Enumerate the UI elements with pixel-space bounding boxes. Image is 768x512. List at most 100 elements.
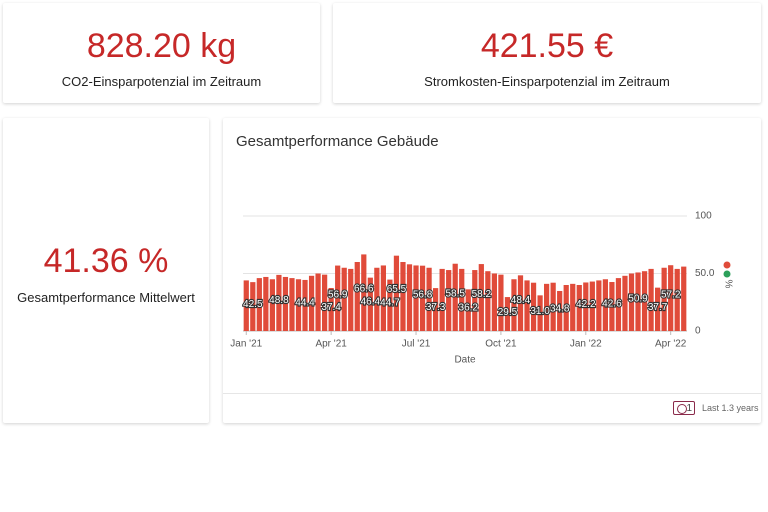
bar: [250, 282, 256, 331]
bar: [576, 285, 582, 331]
bar: [668, 265, 674, 331]
bar: [269, 279, 275, 331]
data-label: 44.4: [295, 298, 315, 309]
data-label: 34.8: [550, 304, 570, 315]
bar: [589, 281, 595, 331]
co2-card: 828.20 kg CO2-Einsparpotenzial im Zeitra…: [3, 3, 320, 103]
bar: [433, 288, 439, 331]
x-tick-label: Jul '21: [402, 339, 431, 350]
data-label: 57.2: [661, 289, 681, 300]
kpi-value: 41.36 %: [43, 242, 169, 280]
data-label: 29.5: [498, 307, 518, 318]
bar: [596, 280, 602, 331]
data-label: 56.8: [413, 290, 433, 301]
bar: [446, 270, 452, 331]
bar: [406, 264, 413, 331]
bar: [315, 273, 321, 331]
data-label: 37.7: [648, 302, 668, 313]
bar: [557, 290, 563, 331]
bar: [485, 271, 491, 331]
badge-text: 1: [686, 403, 692, 414]
bar: [661, 267, 667, 331]
data-label: 44.7: [380, 297, 400, 308]
bar: [628, 273, 635, 331]
cost-card: 421.55 € Stromkosten-Einsparpotenzial im…: [333, 3, 761, 103]
bar: [367, 277, 373, 331]
bar: [289, 278, 295, 331]
x-tick-label: Apr '21: [315, 339, 347, 350]
bar: [256, 278, 262, 331]
bar: [282, 276, 289, 331]
kpi-value: 828.20 kg: [86, 27, 237, 65]
legend-dot[interactable]: [723, 270, 731, 278]
bar: [530, 282, 537, 331]
performance-card: 41.36 % Gesamtperformance Mittelwert: [3, 118, 209, 423]
bar: [570, 283, 576, 331]
data-label: 42.6: [602, 299, 622, 310]
data-label: 42.5: [243, 299, 263, 310]
bar: [504, 297, 511, 331]
bar: [648, 268, 654, 331]
divider: [223, 393, 761, 394]
bar: [341, 267, 347, 331]
bar: [655, 287, 661, 331]
bar: [348, 268, 354, 331]
data-label: 46.4: [361, 296, 381, 307]
bar: [537, 295, 543, 331]
bar: [544, 283, 550, 331]
x-tick-label: Oct '21: [485, 339, 517, 350]
legend-dot[interactable]: [723, 261, 731, 269]
bar: [393, 255, 400, 331]
bar: [439, 268, 445, 331]
bar: [419, 265, 426, 331]
x-tick-label: Apr '22: [655, 339, 687, 350]
bar: [361, 254, 367, 331]
bar: [302, 279, 308, 331]
x-axis-title: Date: [454, 355, 476, 366]
chart-title: Gesamtperformance Gebäude: [236, 133, 439, 150]
bar: [426, 267, 432, 331]
bar: [491, 273, 497, 331]
bar: [263, 276, 269, 331]
bar: [635, 272, 641, 331]
data-label: 42.2: [576, 299, 596, 310]
x-tick-label: Jan '22: [570, 339, 602, 350]
data-label: 66.6: [354, 284, 374, 295]
data-label: 37.4: [321, 302, 341, 313]
bar: [308, 275, 315, 331]
kpi-label: CO2-Einsparpotenzial im Zeitraum: [61, 74, 262, 89]
bar: [517, 275, 524, 331]
data-label: 48.4: [511, 295, 531, 306]
bar: [354, 262, 360, 331]
data-label: 37.3: [426, 302, 446, 313]
bar: [387, 279, 393, 331]
y-axis-title: %: [722, 280, 733, 289]
bar: [335, 265, 341, 331]
bar: [295, 279, 302, 331]
data-label: 36.2: [459, 303, 479, 314]
clock-icon: [677, 404, 687, 414]
bar: [380, 265, 386, 331]
data-label: 48.8: [269, 295, 289, 306]
refresh-badge[interactable]: 1: [673, 401, 695, 415]
bar: [413, 265, 419, 331]
data-label: 31.0: [530, 306, 550, 317]
bar: [641, 271, 648, 331]
data-label: 65.5: [387, 284, 407, 295]
kpi-label: Gesamtperformance Mittelwert: [17, 290, 195, 305]
bar: [674, 268, 680, 331]
bar: [374, 267, 380, 331]
bar: [609, 282, 615, 331]
bar: [498, 274, 504, 331]
bar: [452, 263, 458, 331]
bar: [465, 289, 471, 331]
time-range: Last 1.3 years: [702, 403, 759, 413]
bar: [681, 266, 687, 331]
data-label: 58.2: [472, 289, 492, 300]
bar: [563, 285, 569, 331]
bar: [472, 270, 478, 331]
kpi-value: 421.55 €: [480, 27, 614, 65]
bar: [459, 268, 465, 331]
